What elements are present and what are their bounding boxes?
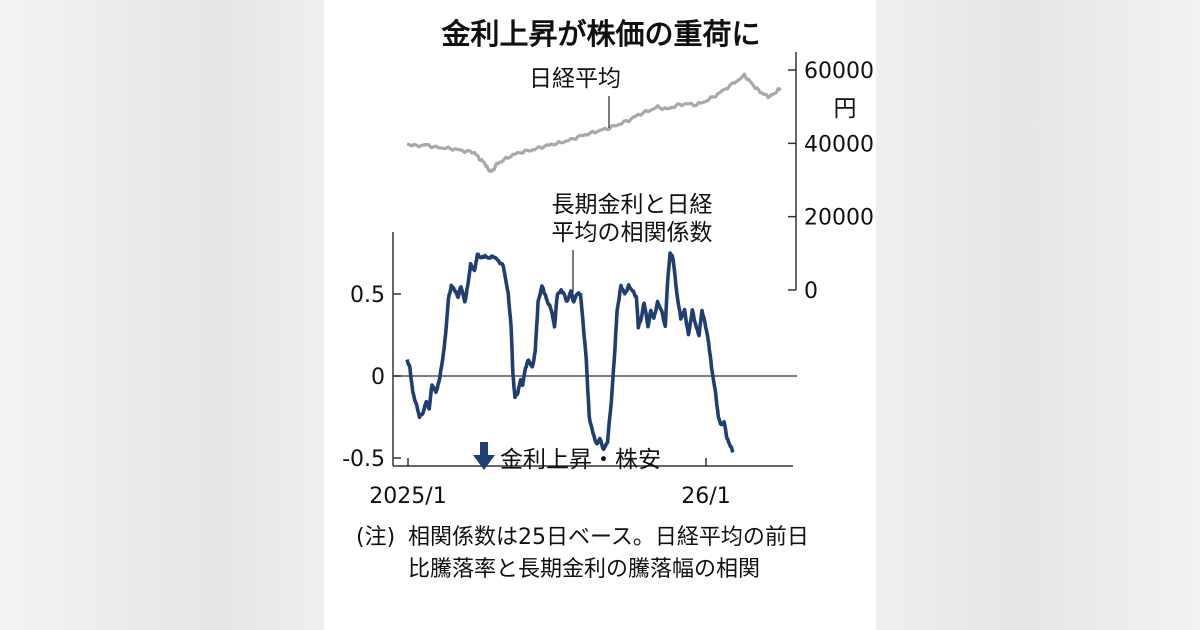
- chart-card: [326, 0, 876, 630]
- x-axis-ticks: 2025/1 26/1: [369, 458, 731, 509]
- annotation-label: 金利上昇・株安: [500, 447, 661, 473]
- down-arrow-icon: [473, 442, 495, 470]
- note-prefix: (注): [356, 525, 396, 550]
- nikkei-series-label: 日経平均: [529, 66, 621, 92]
- correlation-label-line-1: 長期金利と日経: [552, 192, 713, 218]
- nikkei-unit-label: 円: [834, 96, 857, 122]
- left-tick-label: 0.5: [350, 283, 385, 308]
- left-tick-label: 0: [371, 365, 385, 390]
- right-axis-ticks: 60000 40000 20000 0: [788, 59, 874, 304]
- chart-title: 金利上昇が株価の重荷に: [440, 17, 760, 51]
- nikkei-series-line: [406, 72, 782, 173]
- correlation-series-line: [405, 251, 735, 453]
- left-axis-ticks: 0.5 0 -0.5: [342, 283, 401, 472]
- x-tick-label: 26/1: [681, 484, 730, 509]
- x-tick-label: 2025/1: [369, 484, 446, 509]
- note-text: 相関係数は25日ベース。日経平均の前日比騰落率と長期金利の騰落幅の相関: [408, 525, 809, 582]
- correlation-label-line-2: 平均の相関係数: [552, 220, 713, 246]
- right-tick-label: 0: [804, 279, 818, 304]
- chart-note: (注) 相関係数は25日ベース。日経平均の前日比騰落率と長期金利の騰落幅の相関: [356, 522, 826, 586]
- right-tick-label: 20000: [804, 206, 874, 231]
- axes: [392, 52, 797, 467]
- right-tick-label: 40000: [804, 132, 874, 157]
- right-tick-label: 60000: [804, 59, 874, 84]
- left-tick-label: -0.5: [342, 447, 385, 472]
